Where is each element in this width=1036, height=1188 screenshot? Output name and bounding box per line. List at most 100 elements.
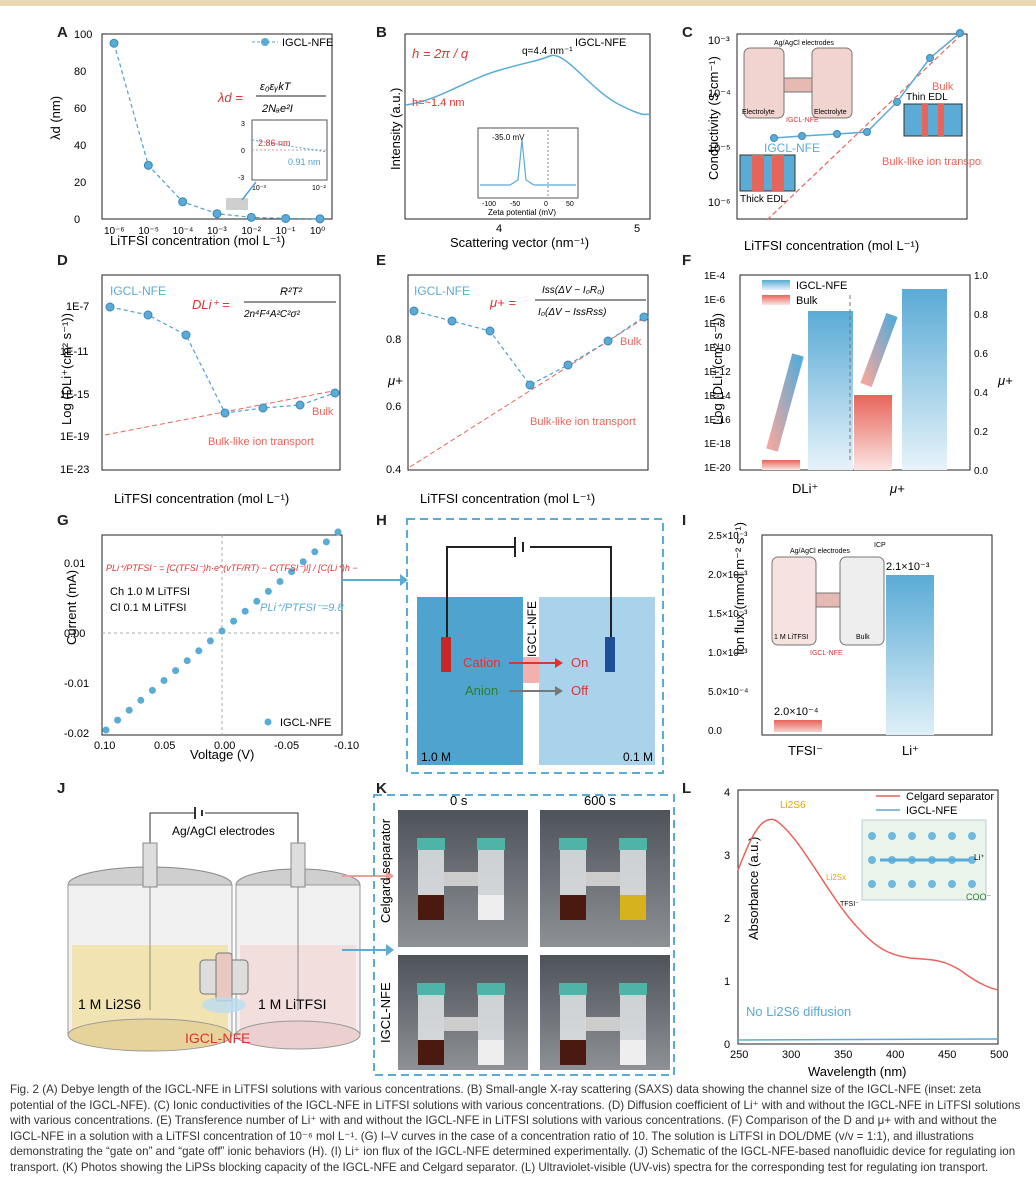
- chart-g-point: [218, 627, 226, 635]
- diagram-h-right-electrode: [605, 637, 615, 672]
- chart-b-inset: [477, 127, 579, 199]
- chart-c-ytick: 10⁻⁴: [708, 88, 731, 100]
- panel-letter-f: F: [682, 252, 692, 269]
- photos-k: 0 s 600 s Celgard separator IGCL-NFE: [373, 793, 675, 1076]
- chart-l-inset-molecule: [968, 880, 976, 888]
- chart-i: Ion flux (mmol m⁻² s⁻¹) 2.5×10⁻³ 2.0×10⁻³…: [708, 522, 993, 758]
- chart-e-igcl-label: IGCL-NFE: [414, 284, 470, 298]
- chart-c-electrolyte-left: Electrolyte: [742, 109, 775, 116]
- chart-l-series-celgard: [737, 818, 999, 991]
- chart-d-ytick: 1E-19: [60, 431, 89, 443]
- chart-e-point: [603, 336, 613, 346]
- chart-f-bar-d-igcl: [808, 311, 853, 470]
- chart-g-xtick: -0.05: [274, 740, 299, 752]
- chart-b-saxs-curve: [405, 54, 651, 116]
- chart-g-point: [334, 528, 342, 536]
- diagram-j-left-cell: [67, 842, 233, 1052]
- chart-a-formula-num: ε₀εᵧkT: [260, 81, 292, 93]
- chart-c-ylabel: Conductivity (S cm⁻¹): [706, 56, 721, 180]
- chart-g-xlabel: Voltage (V): [190, 747, 254, 762]
- chart-a-legend: IGCL-NFE: [282, 37, 333, 49]
- chart-i-electrodes: Ag/AgCl electrodes: [790, 548, 850, 555]
- chart-b-h-label: h=~1.4 nm: [412, 97, 465, 109]
- chart-g-point: [288, 568, 296, 576]
- chart-e-formula-lhs: μ+ =: [489, 295, 516, 310]
- chart-b-peak-label: q=4.4 nm⁻¹: [522, 46, 573, 57]
- vial-cap: [477, 983, 505, 995]
- diagram-j-right-label: 1 M LiTFSI: [258, 996, 326, 1012]
- chart-e-ylabel: μ+: [387, 373, 403, 388]
- chart-a-xtick: 10⁻⁶: [104, 226, 125, 237]
- diagram-h-left-reservoir: [417, 597, 523, 765]
- chart-b-frame: [404, 33, 651, 220]
- chart-l-nodiff: No Li2S6 diffusion: [746, 1004, 851, 1019]
- diagram-h-right-reservoir: [539, 597, 655, 765]
- chart-g-ytick: 0.01: [64, 558, 85, 570]
- chart-i-category: TFSI⁻: [788, 743, 823, 758]
- chart-a-point: [143, 160, 153, 170]
- chart-c-thick-edl-icon: [739, 154, 796, 192]
- chart-a-xtick: 10⁻¹: [276, 226, 296, 237]
- diagram-j-membrane-holder: [199, 952, 249, 1013]
- panel-letter-b: B: [376, 24, 387, 41]
- chart-d-point: [220, 408, 230, 418]
- chart-a-formula-lhs: λd =: [217, 90, 243, 105]
- chart-l-inset-molecule: [928, 832, 936, 840]
- chart-l-ytick: 1: [724, 976, 730, 988]
- chart-i-bar-li: [886, 575, 934, 735]
- chart-l-inset-molecule: [968, 856, 976, 864]
- chart-l-xlabel: Wavelength (nm): [808, 1064, 907, 1079]
- chart-l-inset-molecule: [888, 832, 896, 840]
- chart-e-point: [409, 306, 419, 316]
- panel-letter-h: H: [376, 512, 387, 529]
- chart-f-ytick-right: 1.0: [974, 271, 988, 282]
- chart-g-point: [102, 726, 110, 734]
- diagram-j-electrodes: Ag/AgCl electrodes: [172, 824, 275, 838]
- chart-a-point: [281, 213, 291, 223]
- g-to-h-arrow: [342, 574, 408, 586]
- chart-a-point: [246, 212, 256, 222]
- chart-l-inset-molecule: [948, 832, 956, 840]
- chart-g-ytick: -0.02: [64, 728, 89, 740]
- chart-f-ytick-left: 1E-10: [704, 343, 731, 354]
- chart-l-inset-molecule: [928, 880, 936, 888]
- chart-f-ylabel: Log (DLi⁺(cm² s⁻¹)): [710, 313, 725, 425]
- diagram-h-right-conc: 0.1 M: [623, 750, 653, 764]
- chart-f-ytick-left: 1E-8: [704, 319, 726, 330]
- chart-b: Intensity (a.u.) Scattering vector (nm⁻¹…: [388, 33, 651, 250]
- diagram-h-nanochannel: [523, 657, 539, 683]
- chart-a-ytick: 40: [74, 140, 86, 152]
- chart-b-inset-xlabel: Zeta potential (mV): [488, 208, 556, 217]
- chart-e-frame: [407, 274, 649, 471]
- chart-l-ytick: 0: [724, 1039, 730, 1051]
- chart-e-point: [563, 360, 573, 370]
- vial-left-liquid: [560, 1040, 586, 1065]
- chart-g-point: [230, 617, 238, 625]
- vial-left-liquid: [418, 1040, 444, 1065]
- chart-g-point: [148, 686, 156, 694]
- chart-l-ylabel: Absorbance (a.u.): [746, 837, 761, 940]
- chart-d-formula-lhs: DLi⁺ =: [192, 297, 230, 312]
- chart-e-xlabel: LiTFSI concentration (mol L⁻¹): [420, 491, 595, 506]
- chart-e-formula-num: Iss(ΔV − I₀R₀): [542, 285, 605, 296]
- chart-c-frame: [736, 33, 968, 220]
- chart-l-inset-molecule: [908, 880, 916, 888]
- vial-connector: [586, 1017, 620, 1031]
- vial-cap: [619, 838, 647, 850]
- chart-l-legend-celgard: Celgard separator: [906, 791, 994, 803]
- chart-f-ytick-right: 0.6: [974, 349, 988, 360]
- chart-g-point: [299, 558, 307, 566]
- chart-l-xtick: 350: [834, 1049, 852, 1061]
- chart-f-legend-bulk: Bulk: [796, 295, 818, 307]
- chart-f-arrow-d: [766, 353, 804, 452]
- chart-a-point: [109, 38, 119, 48]
- chart-f-ytick-left: 1E-12: [704, 367, 731, 378]
- chart-f-ytick-left: 1E-14: [704, 391, 731, 402]
- chart-e-point: [639, 312, 649, 322]
- chart-i-ytick: 1.5×10⁻³: [708, 609, 748, 620]
- chart-e-bulk-label: Bulk: [620, 336, 642, 348]
- chart-g-ytick: 0.00: [64, 628, 85, 640]
- chart-d-igcl-line: [109, 306, 336, 414]
- chart-c-point: [798, 132, 806, 140]
- chart-b-xtick: 4: [496, 223, 502, 235]
